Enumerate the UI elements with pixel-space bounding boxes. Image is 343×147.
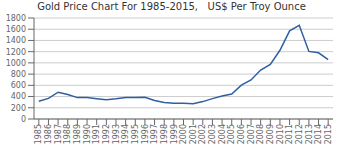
html-text:Gold Price Chart For 1985-2015: Gold Price Chart For 1985-2015, US$ Per … (37, 1, 306, 12)
svg-text:1990: 1990 (83, 124, 92, 144)
svg-text:2003: 2003 (208, 124, 217, 144)
svg-text:1988: 1988 (63, 124, 72, 144)
svg-text:400: 400 (11, 92, 26, 101)
svg-text:1985: 1985 (35, 124, 44, 144)
svg-text:2006: 2006 (237, 124, 246, 144)
svg-text:2005: 2005 (227, 124, 236, 144)
svg-text:2011: 2011 (285, 124, 294, 144)
svg-text:2013: 2013 (305, 124, 314, 144)
svg-text:1996: 1996 (141, 124, 150, 144)
svg-text:2007: 2007 (247, 124, 256, 144)
svg-text:200: 200 (11, 104, 26, 113)
svg-text:1800: 1800 (6, 14, 26, 23)
svg-text:1994: 1994 (121, 124, 130, 144)
svg-text:2004: 2004 (218, 124, 227, 144)
svg-text:1400: 1400 (6, 36, 26, 45)
svg-text:2001: 2001 (189, 124, 198, 144)
svg-text:2012: 2012 (295, 124, 304, 144)
svg-text:1992: 1992 (102, 124, 111, 144)
svg-text:1989: 1989 (73, 124, 82, 144)
svg-text:1000: 1000 (6, 59, 26, 68)
svg-text:1999: 1999 (170, 124, 179, 144)
svg-text:1991: 1991 (92, 124, 101, 144)
svg-text:2008: 2008 (256, 124, 265, 144)
svg-text:1200: 1200 (6, 48, 26, 57)
svg-text:2015: 2015 (324, 124, 333, 144)
svg-text:1993: 1993 (112, 124, 121, 144)
svg-text:600: 600 (11, 81, 26, 90)
svg-text:2009: 2009 (266, 124, 275, 144)
svg-text:1995: 1995 (131, 124, 140, 144)
svg-text:1998: 1998 (160, 124, 169, 144)
svg-text:1600: 1600 (6, 25, 26, 34)
svg-text:2014: 2014 (314, 124, 323, 144)
svg-text:2002: 2002 (198, 124, 207, 144)
svg-text:2000: 2000 (179, 124, 188, 144)
svg-text:0: 0 (21, 115, 26, 124)
svg-text:1986: 1986 (44, 124, 53, 144)
svg-text:2010: 2010 (276, 124, 285, 144)
svg-text:1997: 1997 (150, 124, 159, 144)
svg-text:800: 800 (11, 70, 26, 79)
svg-text:1987: 1987 (54, 124, 63, 144)
